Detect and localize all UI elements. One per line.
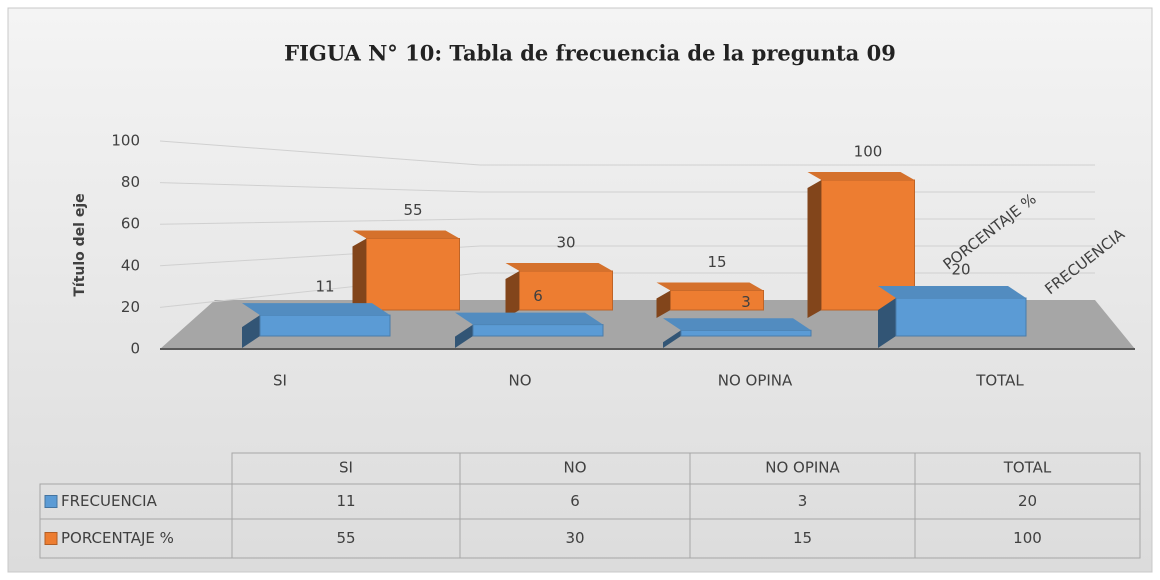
legend-label: FRECUENCIA bbox=[61, 492, 158, 510]
bar-top bbox=[663, 318, 811, 331]
bar bbox=[352, 230, 460, 318]
bar-side bbox=[656, 290, 671, 318]
bar-top bbox=[242, 303, 390, 316]
grid-line bbox=[159, 140, 1095, 166]
chart-title: FIGUA N° 10: Tabla de frecuencia de la p… bbox=[284, 41, 896, 66]
table-cell: 20 bbox=[1018, 492, 1037, 510]
x-tick-label: TOTAL bbox=[975, 372, 1024, 390]
bar-side bbox=[663, 330, 681, 348]
bar bbox=[505, 263, 613, 318]
bar-side bbox=[352, 238, 367, 318]
bar-top bbox=[455, 312, 603, 325]
table-cell: 55 bbox=[336, 529, 355, 547]
data-label: 55 bbox=[403, 201, 422, 219]
bar-side bbox=[878, 298, 896, 348]
data-label: 11 bbox=[315, 278, 334, 296]
bar-side bbox=[242, 315, 260, 348]
data-table: SI NO NO OPINA TOTAL FRECUENCIA 11 6 3 20 PORCENT… bbox=[39, 452, 1141, 559]
bar-front bbox=[519, 270, 613, 311]
bar-front bbox=[680, 329, 812, 337]
legend-key bbox=[44, 495, 58, 508]
bar bbox=[878, 286, 1027, 348]
y-tick-label: 100 bbox=[111, 132, 140, 150]
y-tick-label: 0 bbox=[130, 340, 140, 358]
bar-top bbox=[352, 230, 460, 239]
bar-top bbox=[807, 172, 915, 180]
bar-front bbox=[259, 314, 391, 337]
table-header-cell: SI bbox=[339, 459, 353, 477]
y-tick-label: 40 bbox=[121, 256, 140, 274]
table-header-cell: TOTAL bbox=[1003, 459, 1052, 477]
table-header bbox=[231, 452, 1141, 485]
bar-side bbox=[455, 324, 473, 348]
y-tick-label: 20 bbox=[121, 298, 140, 316]
data-label: 100 bbox=[854, 143, 883, 161]
data-label: 20 bbox=[951, 261, 970, 279]
x-tick-label: NO OPINA bbox=[718, 372, 793, 390]
bar-top bbox=[878, 286, 1026, 298]
bar bbox=[656, 282, 764, 318]
table-cell: 15 bbox=[793, 529, 812, 547]
table-cell: 30 bbox=[565, 529, 584, 547]
data-label: 30 bbox=[556, 234, 575, 252]
bar bbox=[663, 318, 812, 348]
table-cell: 6 bbox=[570, 492, 580, 510]
y-axis-label: Título del eje bbox=[72, 193, 88, 296]
x-tick-label: SI bbox=[273, 372, 287, 390]
legend-label: PORCENTAJE % bbox=[61, 529, 174, 547]
table-header-cell: NO OPINA bbox=[765, 459, 840, 477]
bar-front bbox=[472, 324, 604, 337]
bar-top bbox=[656, 282, 764, 291]
table-cell: 11 bbox=[336, 492, 355, 510]
bar bbox=[242, 303, 391, 348]
table-header-cell: NO bbox=[563, 459, 586, 477]
bar-front bbox=[366, 238, 460, 311]
x-tick-label: NO bbox=[508, 372, 531, 390]
y-tick-label: 60 bbox=[121, 215, 140, 233]
data-label: 3 bbox=[741, 293, 751, 311]
bar-side bbox=[807, 180, 822, 318]
bar-top bbox=[505, 263, 613, 271]
y-tick-label: 80 bbox=[121, 173, 140, 191]
legend-key bbox=[44, 532, 58, 545]
data-label: 15 bbox=[707, 253, 726, 271]
bar-side bbox=[505, 271, 520, 318]
table-cell: 3 bbox=[798, 492, 808, 510]
bar bbox=[455, 312, 604, 348]
bar-front bbox=[895, 297, 1027, 337]
data-label: 6 bbox=[533, 287, 543, 305]
table-cell: 100 bbox=[1013, 529, 1042, 547]
